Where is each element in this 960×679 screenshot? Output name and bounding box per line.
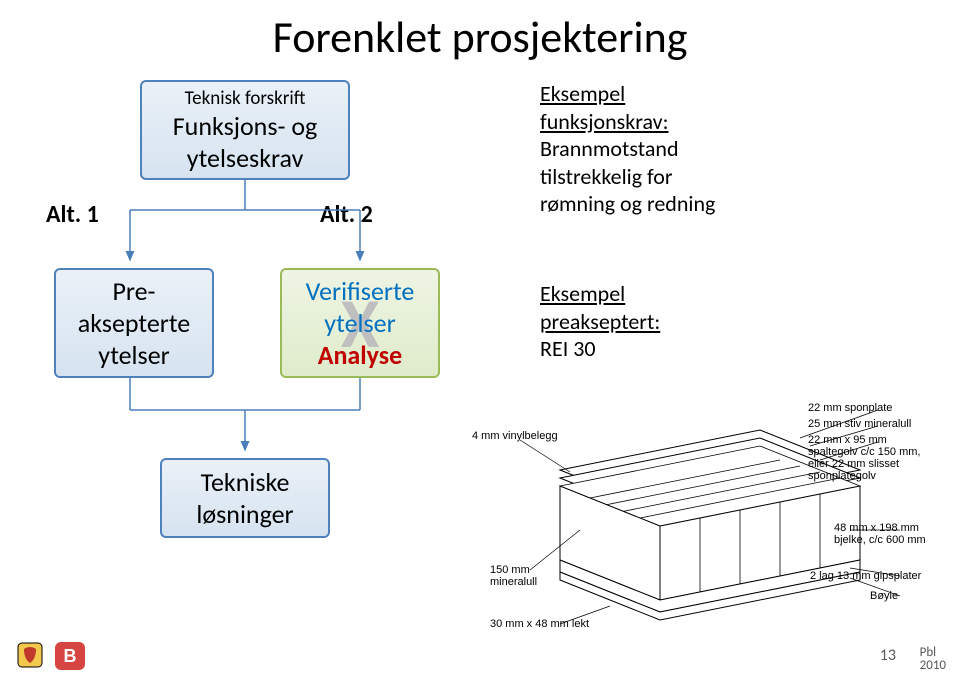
label: REI 30 — [540, 335, 660, 363]
note-preakseptert: Eksempel preakseptert: REI 30 — [540, 280, 660, 363]
b-logo-icon: B — [54, 641, 86, 671]
tech-label: 4 mm vinylbelegg — [472, 430, 558, 442]
pbl-label: Pbl 2010 — [920, 646, 946, 673]
label: Pbl — [920, 646, 946, 660]
label: Verifiserte — [306, 275, 415, 307]
box-tekniske-losninger: Tekniske løsninger — [160, 458, 330, 538]
footer: B 13 Pbl 2010 — [0, 635, 960, 679]
label: preakseptert: — [540, 308, 660, 335]
label: Brannmotstand — [540, 135, 715, 163]
technical-drawing: 22 mm sponplate 25 mm stiv mineralull 22… — [500, 380, 940, 640]
tech-label: 150 mm — [490, 564, 530, 576]
note-funksjonskrav: Eksempel funksjonskrav: Brannmotstand ti… — [540, 80, 715, 218]
connector-bottom — [0, 0, 500, 520]
tech-label: mineralull — [490, 576, 537, 588]
label: Analyse — [306, 339, 415, 371]
tech-label: 2 lag 13 mm gipsplater — [810, 570, 921, 582]
slide: Forenklet prosjektering Teknisk forskrif… — [0, 0, 960, 679]
label: funksjonskrav: — [540, 108, 668, 135]
label: tilstrekkelig for — [540, 163, 715, 191]
label: Eksempel — [540, 80, 625, 107]
label: Eksempel — [540, 280, 625, 307]
page-number: 13 — [880, 646, 896, 665]
label: rømning og redning — [540, 190, 715, 218]
tech-label: bjelke, c/c 600 mm — [834, 534, 926, 546]
label: løsninger — [196, 498, 293, 530]
tech-label: 22 mm x 95 mm — [808, 434, 887, 446]
tech-label: sponplategolv — [808, 470, 876, 482]
label: ytelser — [306, 307, 415, 339]
tech-label: 30 mm x 48 mm lekt — [490, 618, 589, 630]
svg-text:B: B — [64, 646, 77, 666]
label: 2010 — [920, 659, 946, 673]
tech-label: Bøyle — [870, 590, 898, 602]
tech-label: 48 mm x 198 mm — [834, 522, 919, 534]
tech-label: spaltegolv c/c 150 mm, — [808, 446, 921, 458]
coat-of-arms-icon — [14, 641, 46, 671]
tech-label: eller 22 mm slisset — [808, 458, 899, 470]
label: Tekniske — [201, 466, 290, 498]
tech-label: 22 mm sponplate — [808, 402, 892, 414]
tech-label: 25 mm stiv mineralull — [808, 418, 911, 430]
